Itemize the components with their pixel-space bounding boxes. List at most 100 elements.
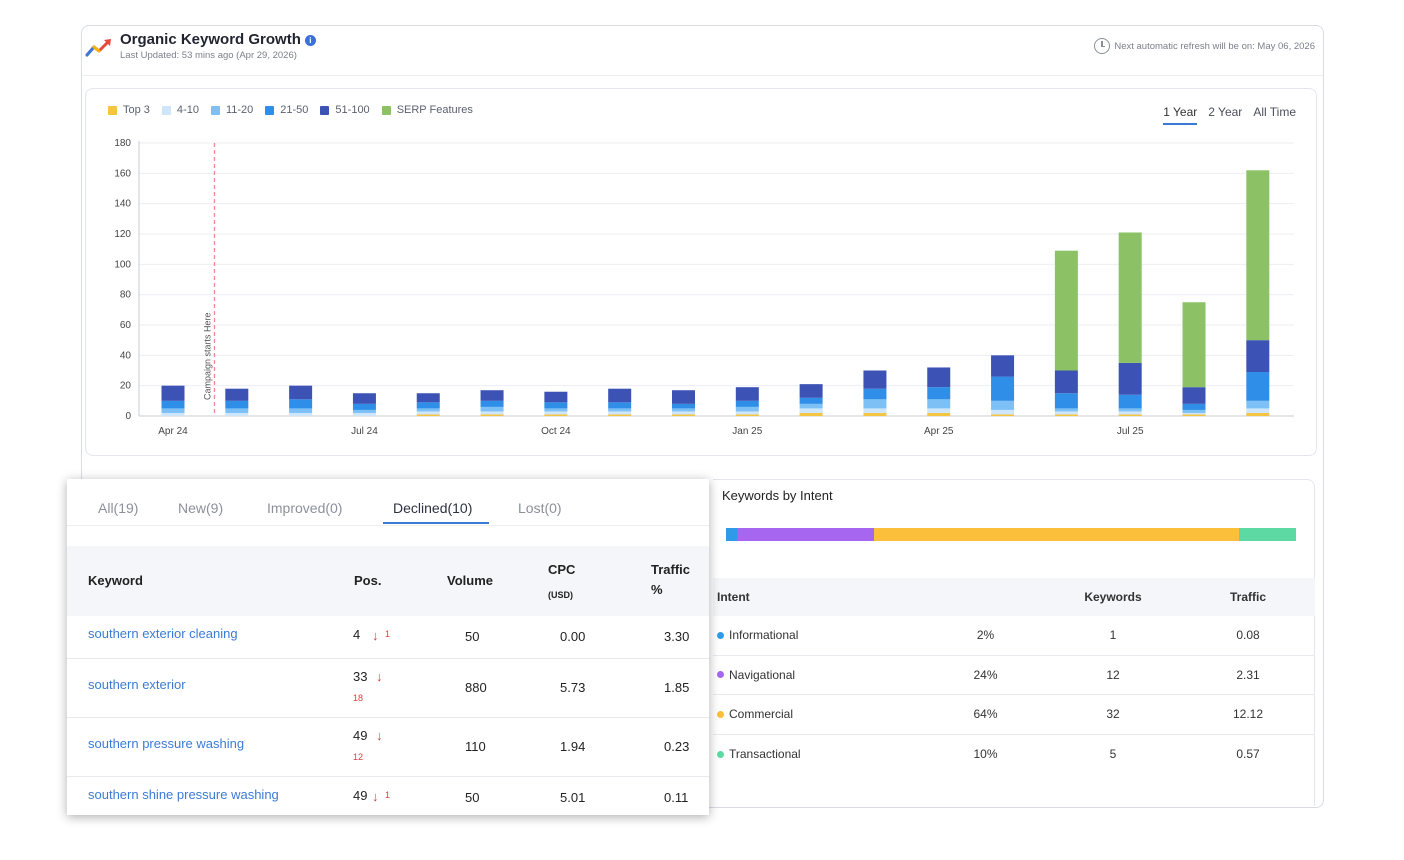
bar-segment [544, 414, 568, 416]
intent-name: Transactional [713, 747, 928, 761]
legend-label: 21-50 [280, 104, 309, 116]
traffic-value: 0.11 [664, 790, 689, 805]
legend-item[interactable]: 51-100 [320, 104, 370, 116]
filter-tab[interactable]: New(9) [178, 500, 224, 516]
intent-name: Commercial [713, 707, 928, 721]
bar-segment [289, 408, 313, 413]
active-tab-indicator [383, 522, 489, 524]
legend-item[interactable]: SERP Features [381, 104, 473, 116]
pos-column-header[interactable]: Pos. [354, 573, 382, 588]
range-tab[interactable]: All Time [1253, 105, 1296, 119]
bar-segment [480, 400, 504, 407]
intent-bar-segment[interactable] [726, 528, 738, 541]
intent-label: Informational [729, 628, 799, 643]
bar-segment [927, 412, 951, 416]
filter-tab[interactable]: Lost(0) [518, 500, 562, 516]
volume-value: 50 [465, 790, 480, 805]
bar-segment [1118, 362, 1142, 395]
legend-swatch [320, 105, 330, 115]
intent-column-header[interactable]: Intent [717, 590, 750, 604]
bar-segment [799, 397, 823, 404]
time-range-tabs: 1 Year 2 Year All Time [1163, 105, 1296, 125]
info-icon[interactable]: i [304, 35, 316, 46]
refresh-note: Next automatic refresh will be on: May 0… [1094, 38, 1315, 54]
keyword-column-header[interactable]: Keyword [88, 573, 143, 588]
bar-segment [161, 385, 185, 401]
intent-dot [717, 710, 724, 718]
bar-segment [863, 408, 887, 413]
intent-bar-segment[interactable] [874, 528, 1239, 541]
volume-value: 110 [465, 739, 486, 754]
keyword-link[interactable]: southern exterior cleaning [88, 626, 238, 641]
bar-segment [671, 390, 695, 404]
bar-segment [671, 411, 695, 415]
x-tick-label: Apr 24 [158, 426, 188, 437]
intent-label: Navigational [729, 667, 796, 682]
bar-segment [735, 414, 759, 416]
intent-bar-segment[interactable] [737, 528, 875, 541]
keyword-link[interactable]: southern shine pressure washing [88, 787, 279, 802]
bar-segment [544, 391, 568, 403]
intent-row: Commercial 64% 32 12.12 [713, 695, 1315, 735]
bar-segment [863, 370, 887, 389]
legend-item[interactable]: 11-20 [210, 104, 253, 116]
bar-segment [927, 408, 951, 413]
intent-table: Intent Keywords Traffic Informational 2% 1… [713, 578, 1315, 774]
y-tick-label: 160 [114, 168, 131, 179]
position-value: 49 [353, 788, 368, 803]
intent-percent: 24% [973, 667, 998, 682]
bar-segment [863, 399, 887, 409]
bar-segment [544, 408, 568, 412]
bar-segment [480, 411, 504, 415]
bar-segment [735, 387, 759, 401]
legend-item[interactable]: Top 3 [108, 104, 150, 116]
intent-dot [717, 631, 724, 639]
range-tab[interactable]: 2 Year [1208, 105, 1243, 119]
keyword-growth-chart: 0 20 40 60 80 100 120 140 160 180 Campaign starts … [85, 88, 1317, 456]
intent-row: Transactional 10% 5 0.57 [713, 735, 1315, 775]
cpc-column-header[interactable]: CPC [548, 562, 576, 577]
legend-label: Top 3 [123, 104, 150, 116]
intent-traffic: 2.31 [1236, 667, 1260, 682]
position-value: 49 [353, 728, 368, 743]
range-tab[interactable]: 1 Year [1163, 105, 1198, 125]
table-row: southern pressure washing 49 ↓ 12 110 1.94 0.2… [67, 718, 709, 777]
trend-up-icon [85, 39, 111, 57]
table-row: southern exterior 33 ↓ 18 880 5.73 1.85 [67, 659, 709, 718]
traffic-column-header[interactable]: Traffic [1229, 590, 1266, 604]
arrow-down-icon: ↓ [372, 789, 379, 804]
keywords-column-header[interactable]: Keywords [1084, 590, 1142, 604]
bar-segment [480, 406, 504, 412]
volume-value: 880 [465, 680, 487, 695]
intent-keywords: 1 [1109, 628, 1117, 643]
bar-segment [927, 399, 951, 409]
bar-segment [225, 408, 249, 413]
x-tick-label: Oct 24 [541, 426, 571, 437]
y-tick-label: 0 [125, 411, 131, 422]
intent-table-header: Intent Keywords Traffic [713, 578, 1315, 616]
intent-bar-segment[interactable] [1238, 528, 1296, 541]
intent-percent: 64% [973, 707, 998, 722]
intent-keywords: 5 [1109, 747, 1117, 762]
bar-segment [544, 402, 568, 409]
filter-tab[interactable]: All(19) [98, 500, 139, 516]
position-change: 1 [385, 790, 391, 800]
bar-segment [991, 400, 1015, 410]
bar-segment [991, 355, 1015, 377]
bar-segment [1054, 411, 1078, 415]
bar-segment [1054, 250, 1078, 371]
bar-segment [289, 412, 313, 416]
volume-column-header[interactable]: Volume [447, 573, 493, 588]
filter-tab[interactable]: Improved(0) [267, 500, 343, 516]
filter-tab[interactable]: Declined(10) [393, 500, 473, 516]
legend-swatch [381, 105, 391, 115]
position-value: 33 [353, 669, 368, 684]
traffic-column-header[interactable]: Traffic [651, 562, 691, 577]
intent-keywords: 32 [1106, 707, 1120, 722]
keyword-link[interactable]: southern exterior [88, 677, 186, 692]
bar-segment [289, 399, 313, 409]
keyword-link[interactable]: southern pressure washing [88, 736, 245, 751]
legend-item[interactable]: 4-10 [161, 104, 199, 116]
legend-item[interactable]: 21-50 [265, 104, 308, 116]
intent-label: Transactional [729, 747, 801, 762]
